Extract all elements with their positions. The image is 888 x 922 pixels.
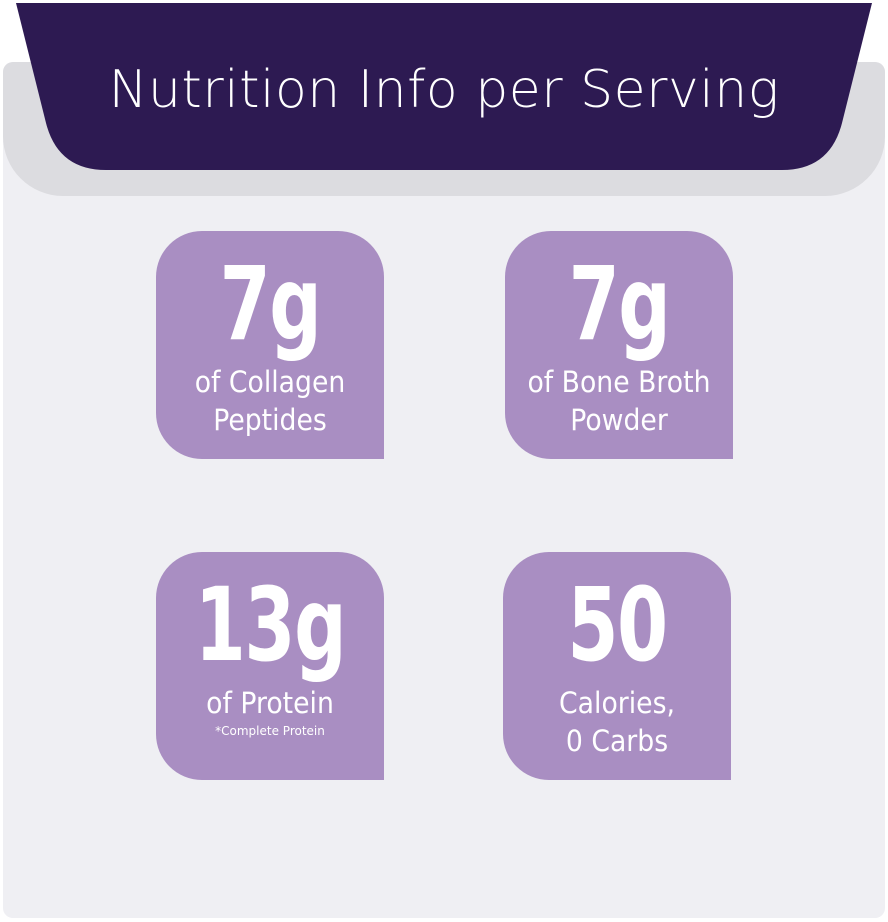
page-title: Nutrition Info per Serving <box>108 60 780 120</box>
tile-collagen-peptides: 7g of Collagen Peptides <box>156 231 384 459</box>
nutrition-card <box>3 62 885 918</box>
broth-label-line1: of Bone Broth <box>527 365 711 399</box>
calories-label-line2: 0 Carbs <box>565 724 669 758</box>
collagen-value: 7g <box>219 245 322 364</box>
protein-label: of Protein <box>206 686 334 720</box>
calories-label-line1: Calories, <box>559 686 675 720</box>
tile-protein: 13g of Protein *Complete Protein <box>156 552 384 780</box>
tile-bone-broth: 7g of Bone Broth Powder <box>505 231 733 459</box>
broth-label-line2: Powder <box>570 403 668 437</box>
broth-value: 7g <box>568 245 671 364</box>
collagen-label-line2: Peptides <box>213 403 327 437</box>
protein-footnote: *Complete Protein <box>215 724 325 738</box>
protein-value: 13g <box>194 566 347 685</box>
tile-calories: 50 Calories, 0 Carbs <box>503 552 731 780</box>
header-banner <box>16 3 872 170</box>
calories-value: 50 <box>567 566 668 685</box>
collagen-label-line1: of Collagen <box>194 365 346 399</box>
